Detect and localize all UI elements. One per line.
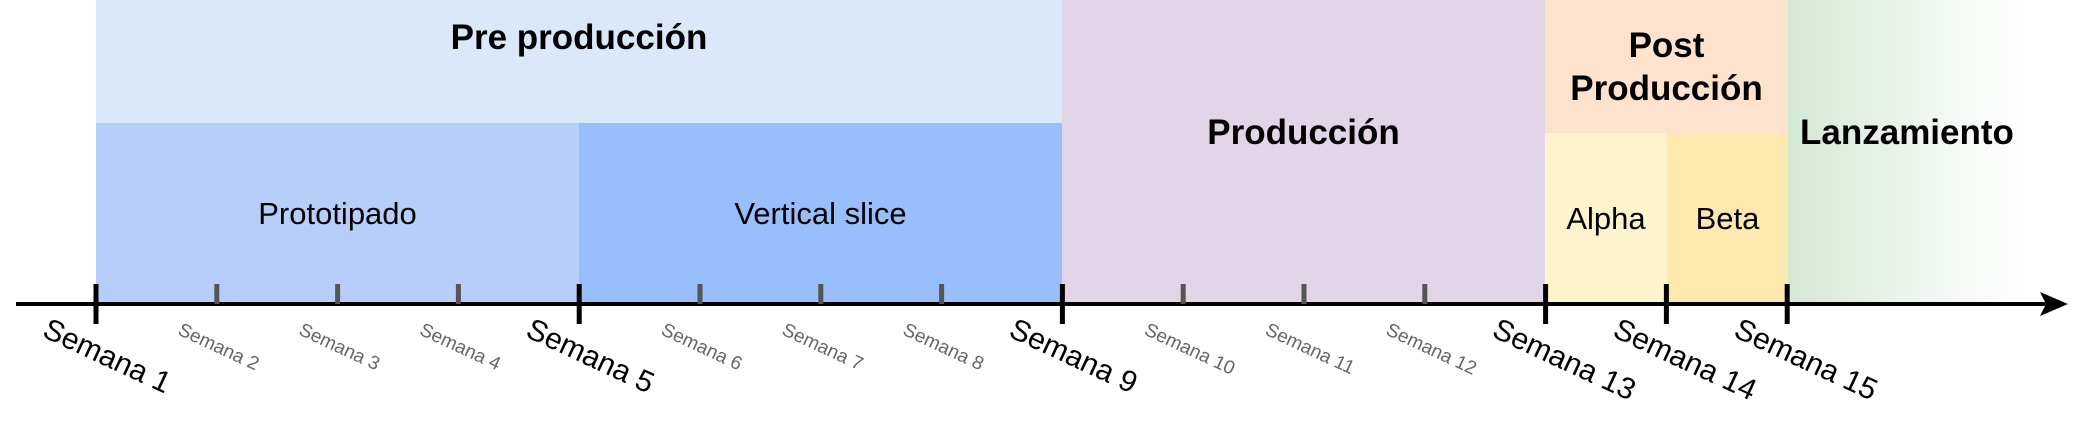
subphase-prototipado-label: Prototipado: [258, 195, 417, 231]
subphase-alpha-label: Alpha: [1566, 200, 1646, 236]
subphase-vertical-slice: Vertical slice: [579, 123, 1062, 304]
phase-post-produccion: Post Producción: [1545, 0, 1788, 133]
phase-lanzamiento: Lanzamiento: [1788, 0, 2028, 304]
phase-post-produccion-label: Post Producción: [1570, 25, 1763, 108]
week-label: Semana 7: [779, 319, 866, 375]
week-label: Semana 5: [521, 312, 659, 400]
week-label: Semana 4: [416, 319, 504, 375]
week-label: Semana 1: [38, 312, 176, 400]
subphase-beta-label: Beta: [1695, 200, 1760, 236]
week-label: Semana 3: [295, 319, 382, 375]
subphase-alpha: Alpha: [1545, 133, 1667, 304]
week-label: Semana 11: [1262, 319, 1358, 379]
phase-lanzamiento-label: Lanzamiento: [1800, 112, 2014, 152]
week-label: Semana 2: [175, 319, 262, 375]
week-label: Semana 12: [1383, 319, 1480, 379]
subphase-vertical-slice-label: Vertical slice: [734, 195, 907, 231]
subphase-beta: Beta: [1667, 133, 1788, 304]
phase-produccion-label: Producción: [1207, 112, 1400, 152]
phase-pre-produccion: Pre producción: [96, 0, 1062, 123]
phase-pre-produccion-label: Pre producción: [450, 18, 708, 57]
week-label: Semana 10: [1141, 319, 1238, 379]
week-label: Semana 9: [1004, 312, 1142, 400]
subphase-prototipado: Prototipado: [96, 123, 579, 304]
week-label: Semana 6: [658, 319, 745, 375]
week-label: Semana 8: [899, 319, 986, 375]
timeline-arrowhead-icon: [2040, 292, 2068, 316]
phase-produccion: Producción: [1062, 0, 1545, 304]
